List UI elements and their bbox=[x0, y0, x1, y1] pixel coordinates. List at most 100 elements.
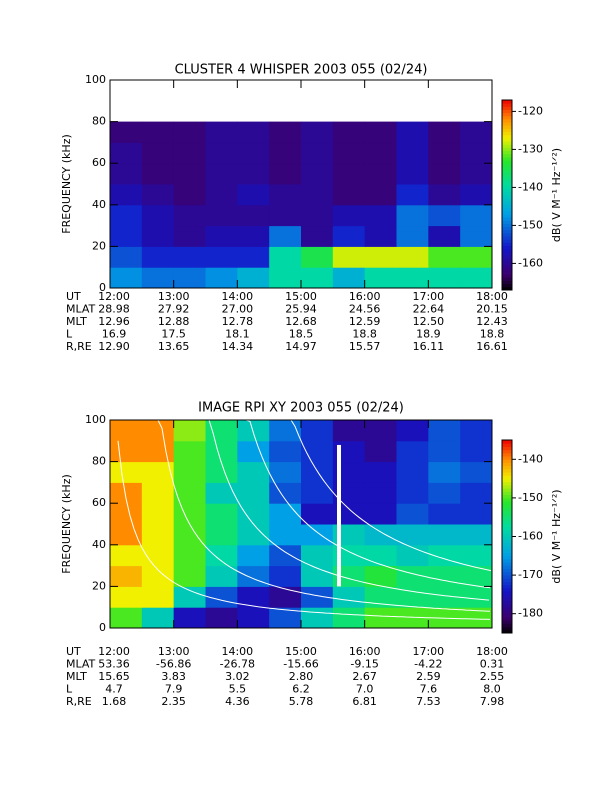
heatmap-cell bbox=[460, 544, 493, 567]
heatmap-cell bbox=[141, 503, 175, 525]
heatmap-cell bbox=[396, 204, 429, 227]
colorbar-swatch bbox=[502, 607, 512, 611]
heatmap-cell bbox=[364, 503, 397, 525]
heatmap-cell bbox=[237, 163, 270, 185]
x-tick-label: 18:00 bbox=[476, 645, 508, 658]
ephemeris-value: -15.66 bbox=[283, 658, 318, 671]
colorbar-swatch bbox=[502, 198, 512, 202]
colorbar-tick-label: -160 bbox=[518, 530, 543, 543]
heatmap-cell bbox=[301, 420, 334, 442]
heatmap-cell bbox=[301, 142, 334, 164]
colorbar-swatch bbox=[502, 623, 512, 627]
ephemeris-value: 3.83 bbox=[161, 670, 186, 683]
colorbar-tick-label: -150 bbox=[518, 491, 543, 504]
ephemeris-value: 18.9 bbox=[416, 328, 441, 341]
heatmap-cell bbox=[173, 503, 206, 525]
ephemeris-value: 2.35 bbox=[161, 695, 186, 708]
chart-title: CLUSTER 4 WHISPER 2003 055 (02/24) bbox=[175, 63, 428, 78]
x-tick-label: 17:00 bbox=[412, 290, 444, 303]
ephemeris-value: 12.68 bbox=[285, 315, 317, 328]
ephemeris-value: 1.68 bbox=[102, 695, 127, 708]
heatmap-cell bbox=[460, 267, 493, 289]
heatmap-cell bbox=[301, 586, 334, 608]
colorbar-swatch bbox=[502, 497, 512, 502]
colorbar-swatch bbox=[502, 597, 512, 602]
colorbar-swatch bbox=[502, 106, 512, 110]
colorbar-swatch bbox=[502, 533, 512, 537]
ephemeris-value: 28.98 bbox=[98, 303, 130, 316]
colorbar-swatch bbox=[502, 277, 512, 281]
heatmap-cell bbox=[141, 440, 175, 463]
ephemeris-value: 12.59 bbox=[349, 315, 381, 328]
heatmap-cell bbox=[428, 184, 461, 206]
heatmap-cell bbox=[301, 503, 334, 525]
heatmap-cell bbox=[301, 163, 334, 185]
x-tick-label: 16:00 bbox=[349, 645, 381, 658]
colorbar-swatch bbox=[502, 594, 512, 599]
heatmap-cell bbox=[205, 565, 238, 587]
heatmap-cell bbox=[396, 163, 429, 185]
chart-title: IMAGE RPI XY 2003 055 (02/24) bbox=[198, 401, 404, 416]
colorbar-swatch bbox=[502, 115, 512, 120]
heatmap-cell bbox=[141, 142, 175, 164]
ephemeris-value: 16.11 bbox=[413, 340, 445, 353]
colorbar-swatch bbox=[502, 220, 512, 224]
colorbar-swatch bbox=[502, 229, 512, 234]
heatmap-cell bbox=[205, 121, 238, 143]
ephemeris-label: MLT bbox=[66, 670, 87, 683]
heatmap-cell bbox=[364, 482, 397, 504]
colorbar-swatch bbox=[502, 475, 512, 479]
y-axis-label: FREQUENCY (kHz) bbox=[60, 474, 73, 574]
heatmap-cell bbox=[269, 420, 302, 442]
colorbar-swatch bbox=[502, 141, 512, 145]
colorbar-swatch bbox=[502, 150, 512, 155]
heatmap-cell bbox=[460, 524, 493, 546]
colorbar-swatch bbox=[502, 565, 512, 570]
heatmap-cell bbox=[269, 163, 302, 185]
ephemeris-value: 2.55 bbox=[480, 670, 505, 683]
ephemeris-value: 12.43 bbox=[476, 315, 508, 328]
y-tick-label: 40 bbox=[92, 198, 106, 211]
colorbar-swatch bbox=[502, 552, 512, 557]
heatmap-cell bbox=[237, 420, 270, 442]
heatmap-cell bbox=[110, 142, 143, 164]
heatmap-cell bbox=[237, 524, 270, 546]
ephemeris-value: 0.31 bbox=[480, 658, 505, 671]
colorbar-swatch bbox=[502, 620, 512, 624]
heatmap-cell bbox=[396, 246, 429, 268]
heatmap-cell bbox=[237, 246, 270, 268]
heatmap-cell bbox=[110, 586, 143, 608]
colorbar-swatch bbox=[502, 523, 512, 528]
model-curve bbox=[210, 419, 491, 589]
heatmap-cell bbox=[428, 246, 461, 268]
heatmap-cell bbox=[237, 267, 270, 289]
heatmap-cell bbox=[141, 267, 175, 289]
colorbar-swatch bbox=[502, 131, 512, 136]
ephemeris-value: 27.92 bbox=[158, 303, 190, 316]
heatmap-cell bbox=[173, 204, 206, 227]
y-tick-label: 20 bbox=[92, 239, 106, 252]
heatmap-cell bbox=[141, 420, 175, 442]
heatmap-cell bbox=[237, 184, 270, 206]
heatmap-cell bbox=[364, 461, 397, 483]
colorbar-swatch bbox=[502, 472, 512, 476]
colorbar-swatch bbox=[502, 163, 512, 167]
ephemeris-value: -4.22 bbox=[414, 658, 442, 671]
heatmap-cell bbox=[110, 163, 143, 185]
ephemeris-value: 6.2 bbox=[292, 683, 310, 696]
heatmap-cell bbox=[110, 503, 143, 525]
heatmap-cell bbox=[173, 607, 206, 629]
heatmap-cell bbox=[364, 184, 397, 206]
heatmap-cell bbox=[110, 225, 143, 247]
heatmap-cell bbox=[460, 503, 493, 525]
heatmap-cell bbox=[237, 142, 270, 164]
heatmap-cell bbox=[269, 461, 302, 483]
heatmap-cell bbox=[428, 565, 461, 587]
heatmap-cell bbox=[428, 225, 461, 247]
heatmap-cell bbox=[332, 586, 366, 608]
colorbar-swatch bbox=[502, 481, 512, 486]
colorbar-swatch bbox=[502, 513, 512, 518]
ephemeris-value: 12.88 bbox=[158, 315, 190, 328]
heatmap-cell bbox=[205, 482, 238, 504]
